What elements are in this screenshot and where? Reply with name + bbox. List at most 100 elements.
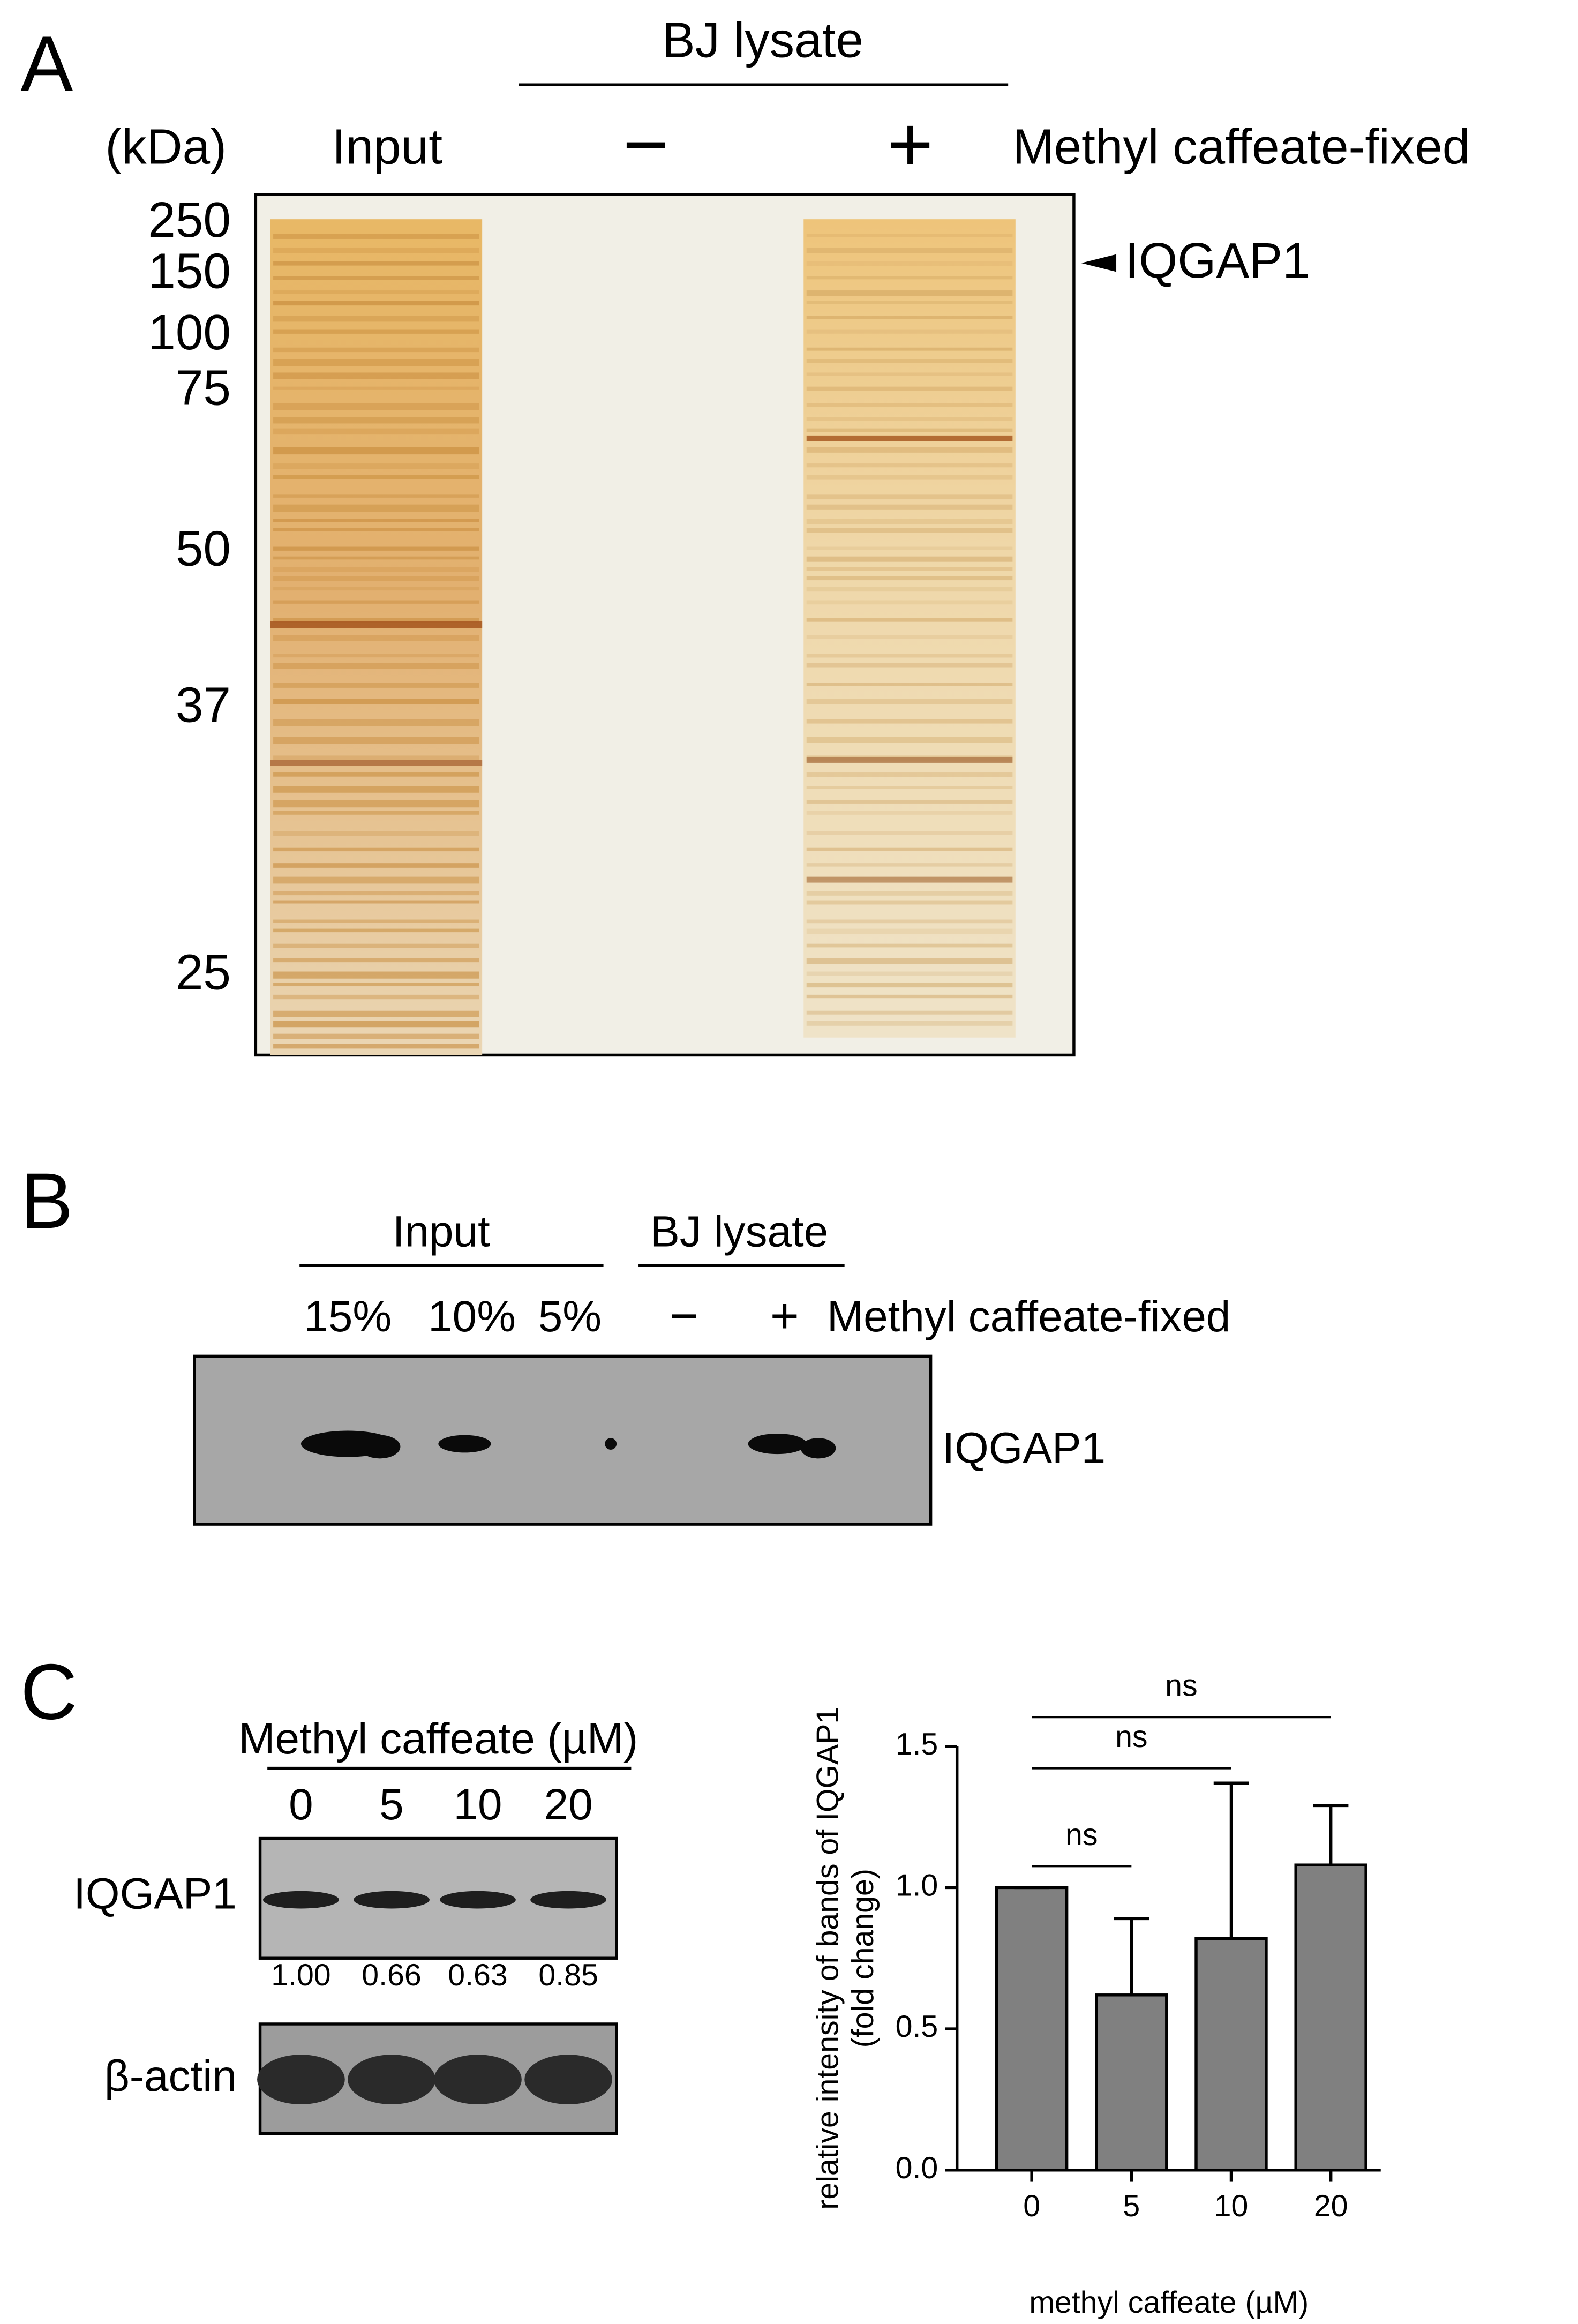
lane-label: + bbox=[770, 1288, 799, 1344]
band bbox=[273, 1021, 479, 1028]
bar bbox=[1194, 1937, 1268, 2172]
ratio-label: 0.85 bbox=[538, 1958, 598, 1992]
lane-label: 5% bbox=[538, 1292, 602, 1341]
band bbox=[806, 290, 1013, 296]
lane-label: 10% bbox=[428, 1292, 516, 1341]
band bbox=[806, 635, 1013, 639]
marker-label: 75 bbox=[176, 360, 231, 416]
band bbox=[806, 587, 1013, 592]
band bbox=[273, 290, 479, 294]
x-axis-label: methyl caffeate (µM) bbox=[1029, 2285, 1309, 2320]
ratio-label: 0.63 bbox=[448, 1958, 507, 1992]
band bbox=[806, 900, 1013, 905]
band bbox=[273, 546, 479, 551]
band bbox=[273, 1044, 479, 1049]
band bbox=[273, 994, 479, 1000]
band bbox=[273, 786, 479, 793]
band bbox=[806, 958, 1013, 964]
band bbox=[530, 1891, 607, 1909]
group-header: Methyl caffeate (µM) bbox=[238, 1714, 638, 1763]
band bbox=[273, 276, 479, 280]
y-tick-label: 0.0 bbox=[896, 2151, 938, 2185]
lane bbox=[270, 219, 483, 1055]
band bbox=[273, 301, 479, 306]
band bbox=[806, 663, 1013, 668]
band bbox=[273, 1010, 479, 1017]
band bbox=[806, 528, 1013, 533]
bar bbox=[1294, 1863, 1367, 2172]
band bbox=[273, 576, 479, 581]
panel-letter: B bbox=[20, 1157, 73, 1245]
band bbox=[273, 504, 479, 512]
band bbox=[806, 719, 1013, 724]
band bbox=[273, 699, 479, 704]
band bbox=[806, 891, 1013, 896]
x-tick-label: 5 bbox=[1123, 2189, 1140, 2223]
marker-label: 25 bbox=[176, 944, 231, 1000]
marker-label: 250 bbox=[148, 192, 231, 248]
band bbox=[806, 463, 1013, 468]
band bbox=[806, 494, 1013, 500]
band bbox=[806, 261, 1013, 266]
band bbox=[806, 316, 1013, 319]
band bbox=[806, 994, 1013, 999]
x-tick-label: 20 bbox=[1314, 2189, 1348, 2223]
unit-label: (kDa) bbox=[105, 118, 227, 174]
group-header: Input bbox=[393, 1208, 490, 1256]
band bbox=[273, 494, 479, 498]
band bbox=[273, 234, 479, 239]
band bbox=[273, 683, 479, 688]
band bbox=[806, 618, 1013, 622]
band bbox=[263, 1891, 339, 1909]
marker-label: 100 bbox=[148, 304, 231, 360]
y-tick-label: 1.5 bbox=[896, 1727, 938, 1761]
band bbox=[806, 876, 1013, 883]
x-tick-label: 0 bbox=[1023, 2189, 1040, 2223]
band bbox=[806, 276, 1013, 280]
band bbox=[806, 863, 1013, 867]
band bbox=[806, 546, 1013, 550]
band bbox=[273, 359, 479, 366]
band bbox=[273, 772, 479, 777]
band bbox=[806, 800, 1013, 804]
band bbox=[273, 587, 479, 591]
band bbox=[806, 683, 1013, 686]
lane-label: − bbox=[670, 1288, 698, 1344]
band bbox=[806, 417, 1013, 421]
lane-label: + bbox=[887, 101, 933, 189]
band bbox=[273, 971, 479, 979]
band bbox=[806, 847, 1013, 851]
error-bar bbox=[1313, 1804, 1349, 1865]
group-header: BJ lysate bbox=[650, 1208, 828, 1256]
band-label: IQGAP1 bbox=[1125, 233, 1310, 288]
band bbox=[806, 372, 1013, 376]
band bbox=[438, 1435, 491, 1453]
band bbox=[273, 329, 479, 334]
band bbox=[273, 863, 479, 868]
ratio-label: 0.66 bbox=[362, 1958, 421, 1992]
lane-label: − bbox=[623, 101, 669, 189]
band bbox=[273, 847, 479, 852]
band bbox=[273, 428, 479, 435]
y-axis-label: (fold change) bbox=[846, 1869, 880, 2048]
band bbox=[806, 928, 1013, 934]
blot-label: IQGAP1 bbox=[73, 1869, 237, 1918]
band bbox=[273, 447, 479, 455]
band bbox=[348, 2055, 435, 2105]
condition-label: Methyl caffeate-fixed bbox=[1012, 118, 1470, 174]
band bbox=[806, 919, 1013, 924]
band bbox=[273, 943, 479, 948]
significance-label: ns bbox=[1065, 1818, 1098, 1852]
band bbox=[605, 1438, 617, 1450]
band bbox=[273, 654, 479, 658]
band bbox=[257, 2055, 345, 2105]
band bbox=[806, 428, 1013, 432]
band bbox=[273, 800, 479, 808]
lane-label: Input bbox=[332, 118, 442, 174]
band bbox=[273, 635, 479, 641]
band bbox=[273, 830, 479, 836]
band bbox=[273, 983, 479, 987]
band bbox=[806, 301, 1013, 304]
band bbox=[273, 876, 479, 884]
